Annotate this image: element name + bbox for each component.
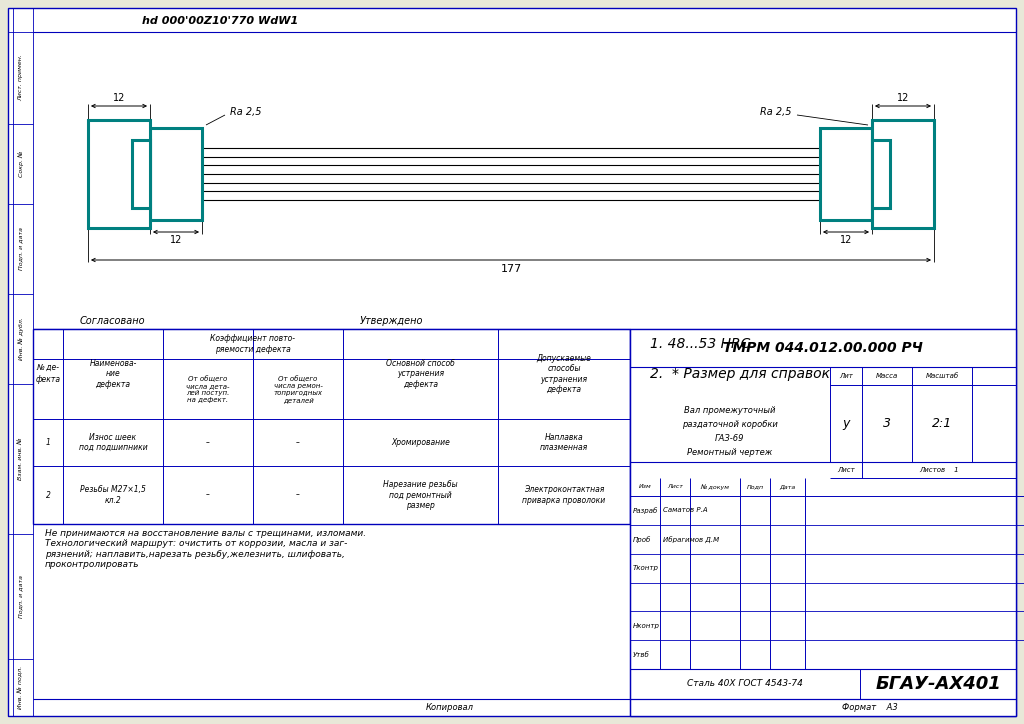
Text: –: – xyxy=(296,438,300,447)
Text: 12: 12 xyxy=(840,235,852,245)
Text: Изм: Изм xyxy=(639,484,651,489)
Text: Лист: Лист xyxy=(667,484,683,489)
Text: М27×1,5 кл 2: М27×1,5 кл 2 xyxy=(907,147,916,201)
Text: 2: 2 xyxy=(45,490,50,500)
Text: Хромирование: Хромирование xyxy=(391,438,450,447)
Text: –: – xyxy=(206,490,210,500)
Bar xyxy=(33,329,630,524)
Text: 3: 3 xyxy=(883,417,891,430)
Text: Масштаб: Масштаб xyxy=(926,373,958,379)
Text: Нарезание резьбы
под ремонтный
размер: Нарезание резьбы под ремонтный размер xyxy=(383,480,458,510)
Text: 12: 12 xyxy=(170,235,182,245)
Text: Вал промежуточный: Вал промежуточный xyxy=(684,406,776,415)
Text: Инв. № подл.: Инв. № подл. xyxy=(18,666,24,709)
Text: № докум: № докум xyxy=(700,484,729,490)
Text: 2:1: 2:1 xyxy=(932,417,952,430)
Text: От общего
числа ремон-
топригодных
деталей: От общего числа ремон- топригодных детал… xyxy=(273,375,323,403)
Text: а30+0.007: а30+0.007 xyxy=(842,143,851,189)
Text: Допускаемые
способы
устранения
дефекта: Допускаемые способы устранения дефекта xyxy=(537,354,592,394)
Text: 1. 48...53 HRC: 1. 48...53 HRC xyxy=(650,337,751,351)
Text: Ибрагимов Д.М: Ибрагимов Д.М xyxy=(663,536,719,543)
Text: Не принимаются на восстановление валы с трещинами, изломами.
Технологический мар: Не принимаются на восстановление валы с … xyxy=(45,529,367,569)
Text: Дата: Дата xyxy=(779,484,796,489)
Text: Наименова-
ние
дефекта: Наименова- ние дефекта xyxy=(89,359,136,389)
Text: Проб: Проб xyxy=(633,536,651,543)
Bar xyxy=(132,140,150,208)
Text: Масса: Масса xyxy=(876,373,898,379)
Text: Подп: Подп xyxy=(746,484,764,489)
Text: Подп. и дата: Подп. и дата xyxy=(18,575,24,618)
Text: Листов    1: Листов 1 xyxy=(920,467,958,473)
Text: Взам. инв. №: Взам. инв. № xyxy=(18,438,24,480)
Text: ГАЗ-69: ГАЗ-69 xyxy=(715,434,744,443)
Text: Износ шеек
под подшипники: Износ шеек под подшипники xyxy=(79,433,147,452)
Text: Ra 2,5: Ra 2,5 xyxy=(761,107,792,117)
Text: Лист. примен.: Лист. примен. xyxy=(18,54,24,101)
Text: Инв. № дубл.: Инв. № дубл. xyxy=(18,318,24,361)
Text: Утвб: Утвб xyxy=(633,652,650,657)
Bar xyxy=(872,120,934,228)
Text: Лист: Лист xyxy=(838,467,855,473)
Text: 177: 177 xyxy=(501,264,521,274)
Text: Ra 2,5: Ra 2,5 xyxy=(230,107,261,117)
Text: Ремонтный чертеж: Ремонтный чертеж xyxy=(687,448,773,457)
Text: Копировал: Копировал xyxy=(426,703,474,712)
Text: 2.  * Размер для справок: 2. * Размер для справок xyxy=(650,367,830,381)
Bar xyxy=(872,140,890,208)
Text: Электроконтактная
приварка проволоки: Электроконтактная приварка проволоки xyxy=(522,485,605,505)
Bar xyxy=(150,128,202,220)
Text: Согласовано: Согласовано xyxy=(80,316,145,326)
Text: М27×1,5 кл 2: М27×1,5 кл 2 xyxy=(105,147,115,201)
Text: –: – xyxy=(296,490,300,500)
Text: Сталь 40Х ГОСТ 4543-74: Сталь 40Х ГОСТ 4543-74 xyxy=(687,680,803,689)
Text: –: – xyxy=(206,438,210,447)
Text: Утверждено: Утверждено xyxy=(360,316,424,326)
Bar xyxy=(820,128,872,220)
Text: 12: 12 xyxy=(113,93,125,103)
Text: Коэффициент повто-
ряемости дефекта: Коэффициент повто- ряемости дефекта xyxy=(211,334,296,354)
Text: у: у xyxy=(843,417,850,430)
Text: Формат    А3: Формат А3 xyxy=(842,703,898,712)
Text: № де-
фекта: № де- фекта xyxy=(36,364,60,384)
Text: Разраб: Разраб xyxy=(633,507,658,514)
Text: а30+0.007: а30+0.007 xyxy=(171,143,180,189)
Text: Резьбы М27×1,5
кл.2: Резьбы М27×1,5 кл.2 xyxy=(80,485,146,505)
Bar xyxy=(88,120,150,228)
Text: БГАУ-АХ401: БГАУ-АХ401 xyxy=(876,675,1000,693)
Text: Тконтр: Тконтр xyxy=(633,565,659,571)
Text: ТМРМ 044.012.00.000 РЧ: ТМРМ 044.012.00.000 РЧ xyxy=(723,341,923,355)
Bar xyxy=(630,329,1016,716)
Text: 12: 12 xyxy=(897,93,909,103)
Text: 1: 1 xyxy=(45,438,50,447)
Text: Лит: Лит xyxy=(839,373,853,379)
Text: Нконтр: Нконтр xyxy=(633,623,660,628)
Text: Основной способ
устранения
дефекта: Основной способ устранения дефекта xyxy=(386,359,455,389)
Text: От общего
числа дета-
лей поступ.
на дефект.: От общего числа дета- лей поступ. на деф… xyxy=(186,375,229,403)
Text: Сокр. №: Сокр. № xyxy=(18,151,24,177)
Text: Саматов Р.А: Саматов Р.А xyxy=(663,508,708,513)
Text: hd 000'00Z10'770 WdW1: hd 000'00Z10'770 WdW1 xyxy=(142,16,298,26)
Text: раздаточной коробки: раздаточной коробки xyxy=(682,420,778,429)
Text: Наплавка
плазменная: Наплавка плазменная xyxy=(540,433,588,452)
Text: Подп. и дата: Подп. и дата xyxy=(18,227,24,271)
